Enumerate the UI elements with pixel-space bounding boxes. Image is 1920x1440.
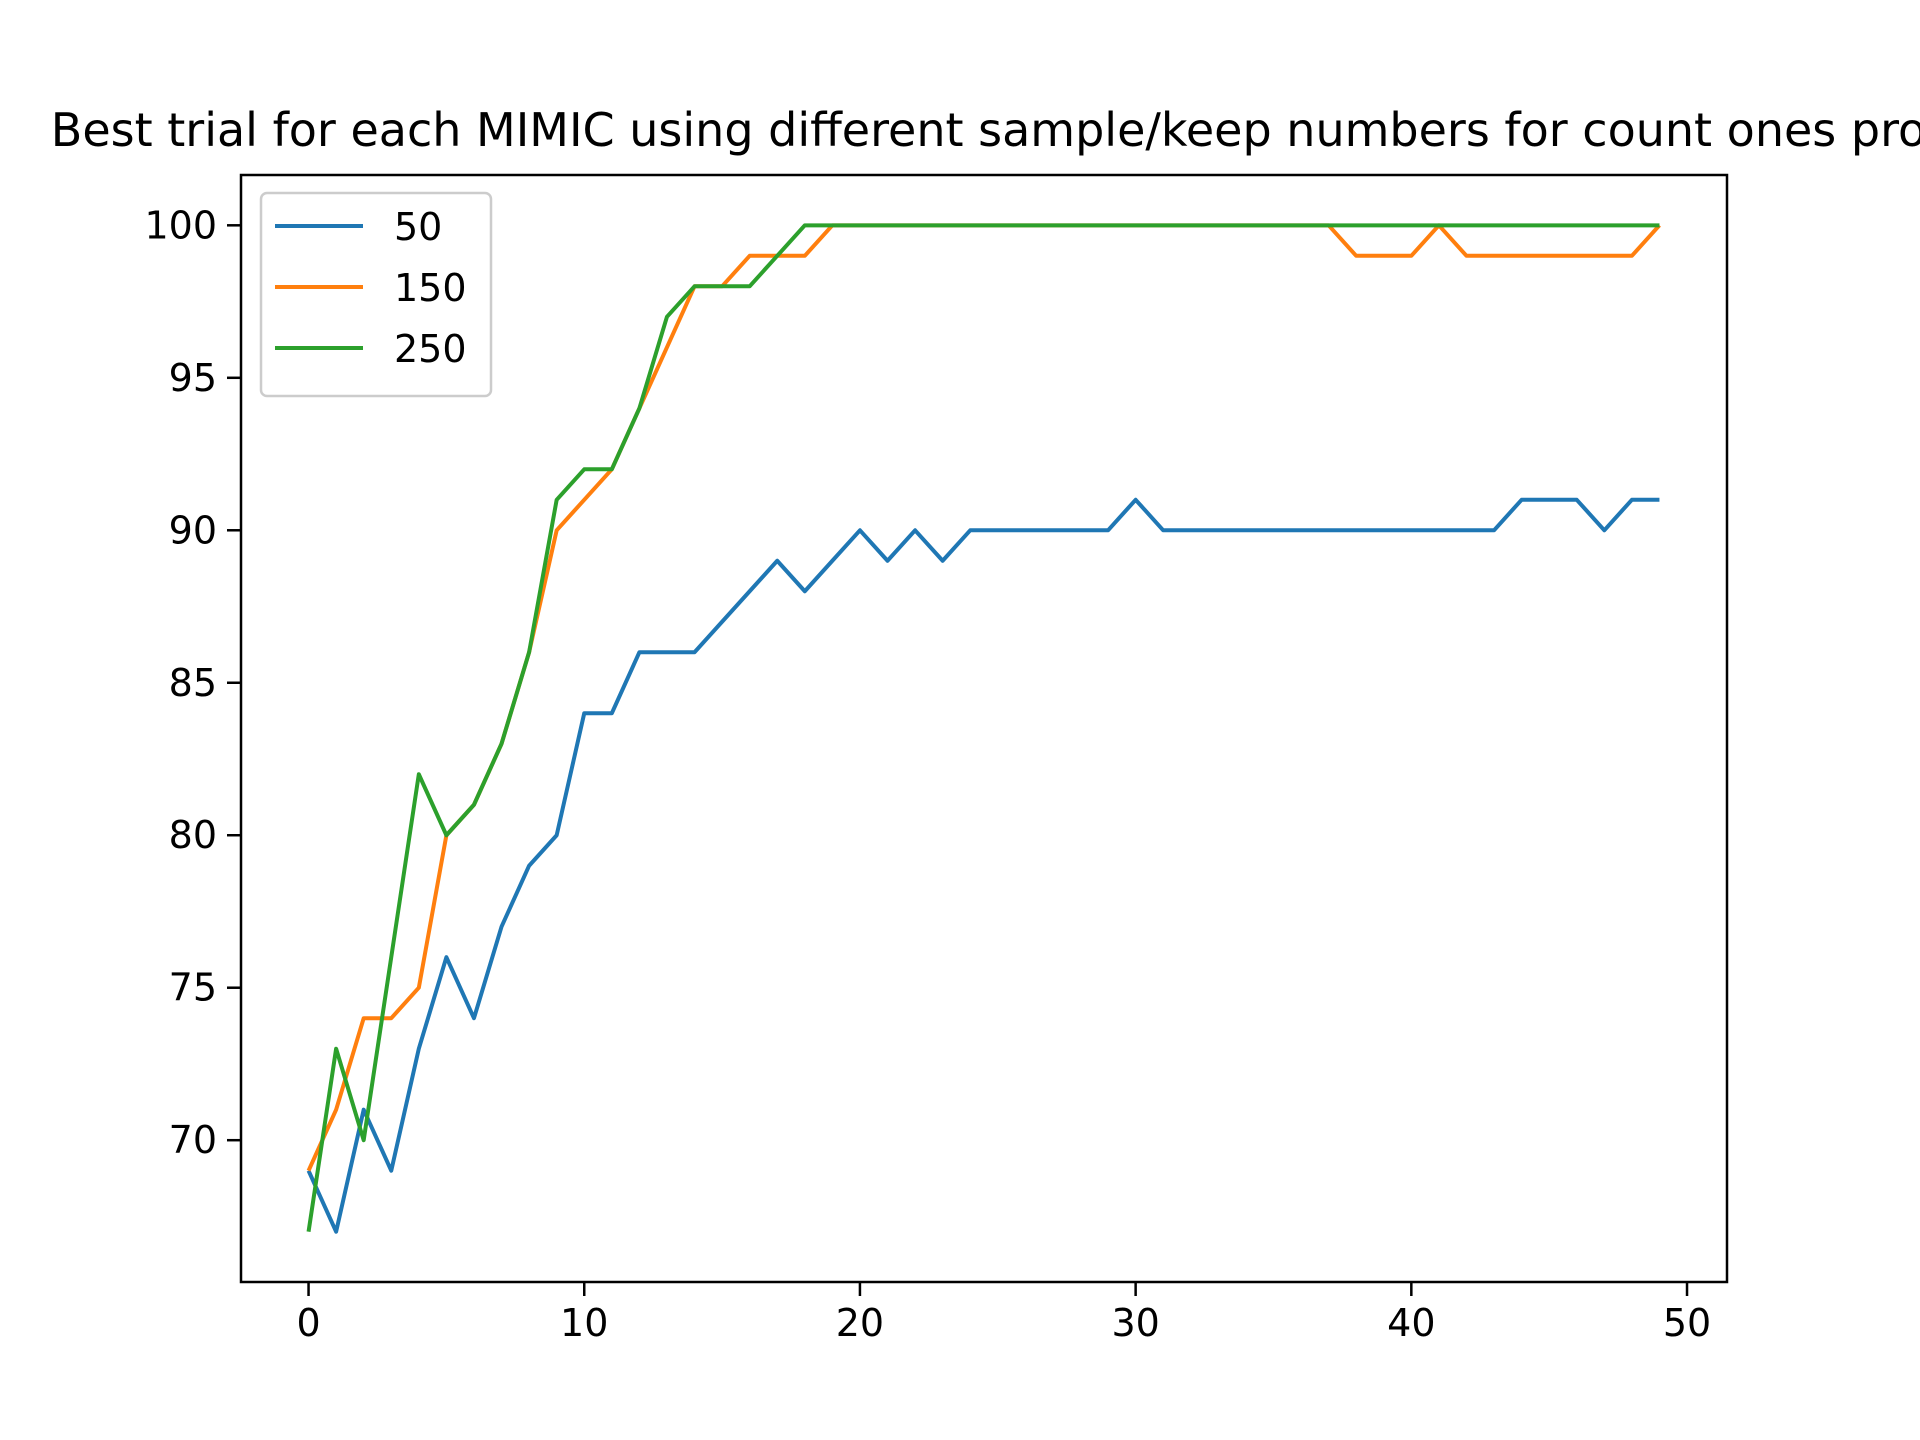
y-tick-label: 70 xyxy=(169,1118,217,1162)
y-tick-label: 95 xyxy=(169,356,217,400)
series-line-250 xyxy=(306,223,1660,1232)
y-tick-label: 100 xyxy=(144,203,217,247)
chart-title: Best trial for each MIMIC using differen… xyxy=(51,103,1920,157)
y-tick-label: 85 xyxy=(169,661,217,705)
y-tick-label: 75 xyxy=(169,966,217,1010)
x-axis: 0 10 20 30 40 50 xyxy=(296,1282,1711,1345)
x-tick-label: 50 xyxy=(1663,1301,1711,1345)
x-tick-label: 30 xyxy=(1111,1301,1159,1345)
series-layer xyxy=(306,223,1661,1234)
y-axis: 70 75 80 85 90 95 100 xyxy=(144,203,241,1162)
series-line-50 xyxy=(306,497,1660,1234)
legend-box xyxy=(259,191,493,398)
y-tick-label: 80 xyxy=(169,813,217,857)
x-tick-label: 40 xyxy=(1387,1301,1435,1345)
legend-label-150: 150 xyxy=(394,266,467,310)
x-tick-label: 0 xyxy=(296,1301,320,1345)
y-tick-label: 90 xyxy=(169,508,217,552)
legend: 50 150 250 xyxy=(259,191,493,398)
x-tick-label: 10 xyxy=(560,1301,608,1345)
x-tick-label: 20 xyxy=(836,1301,884,1345)
plot-area-frame xyxy=(239,173,1729,1284)
legend-label-250: 250 xyxy=(394,327,467,371)
legend-label-50: 50 xyxy=(394,205,442,249)
